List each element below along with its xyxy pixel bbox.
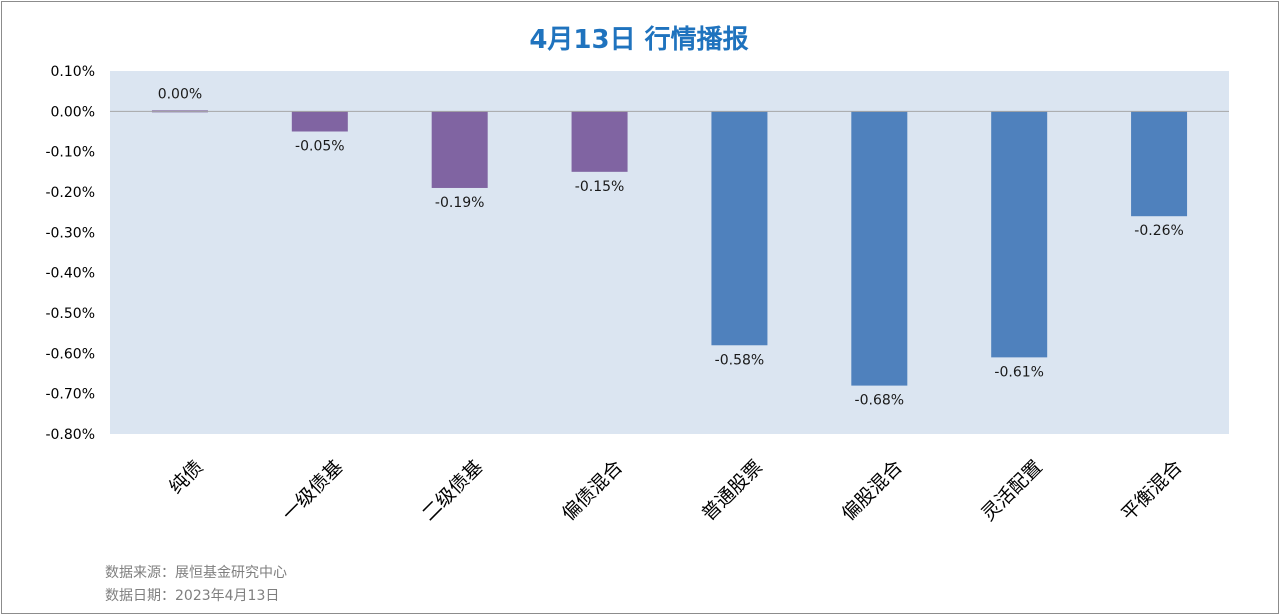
bar: [431, 111, 488, 188]
y-tick-label: -0.50%: [45, 306, 95, 322]
source-note: 数据来源：展恒基金研究中心: [105, 564, 287, 581]
y-tick-label: 0.00%: [51, 104, 95, 120]
category-label: 一级债基: [278, 456, 347, 525]
y-tick-label: -0.10%: [45, 145, 95, 161]
data-label: -0.61%: [994, 364, 1044, 380]
bar: [571, 111, 628, 172]
y-tick-label: -0.30%: [45, 225, 95, 241]
category-label: 偏债混合: [558, 456, 627, 525]
y-tick-label: -0.70%: [45, 387, 95, 403]
bar: [1131, 111, 1188, 217]
y-axis: 0.10% 0.00% -0.10% -0.20% -0.30% -0.40% -0.50%…: [45, 64, 95, 443]
bar: [851, 111, 908, 386]
chart-title: 4月13日 行情播报: [529, 24, 748, 55]
category-label: 灵活配置: [977, 456, 1046, 525]
category-label: 纯债: [165, 456, 207, 498]
data-label: -0.05%: [295, 139, 345, 155]
data-label: -0.68%: [855, 393, 905, 409]
plot-area: [110, 71, 1229, 434]
data-label: -0.58%: [715, 352, 765, 368]
y-tick-label: 0.10%: [51, 64, 95, 80]
data-label: -0.15%: [575, 179, 625, 195]
y-tick-label: -0.60%: [45, 346, 95, 362]
category-label: 偏股混合: [838, 456, 907, 525]
bar: [711, 111, 768, 346]
category-label: 普通股票: [698, 456, 767, 525]
bar: [291, 111, 348, 132]
y-tick-label: -0.20%: [45, 185, 95, 201]
data-label: -0.19%: [435, 195, 485, 211]
x-axis: 纯债 一级债基 二级债基 偏债混合 普通股票 偏股混合 灵活配置 平衡混合: [165, 456, 1187, 525]
data-labels: 0.00% -0.05% -0.19% -0.15% -0.58% -0.68% -0.61…: [158, 86, 1184, 408]
bar: [991, 111, 1048, 358]
data-label: 0.00%: [158, 86, 202, 102]
category-label: 平衡混合: [1117, 456, 1186, 525]
date-note: 数据日期：2023年4月13日: [105, 588, 279, 604]
y-tick-label: -0.80%: [45, 427, 95, 443]
y-tick-label: -0.40%: [45, 266, 95, 282]
data-label: -0.26%: [1134, 223, 1184, 239]
bars: [151, 110, 1188, 386]
category-label: 二级债基: [418, 456, 487, 525]
